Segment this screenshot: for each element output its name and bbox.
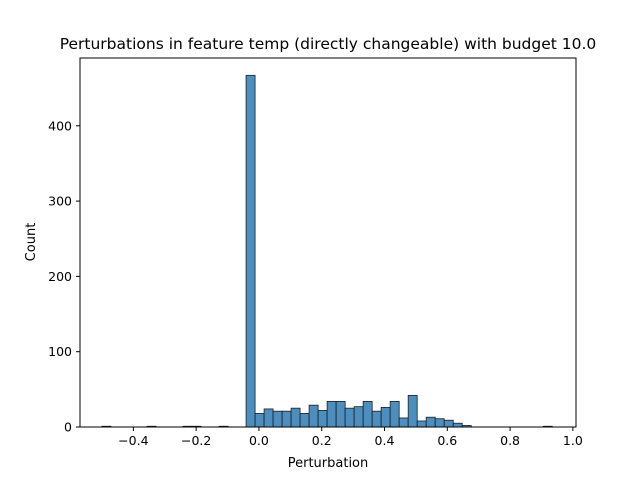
y-tick-label: 300 [48, 194, 72, 209]
histogram-bar-6 [254, 413, 265, 428]
histogram-bar-9 [281, 410, 292, 428]
histogram-bar-12 [308, 404, 319, 428]
histogram-bar-7 [263, 408, 274, 428]
y-tick-label: 400 [48, 118, 72, 133]
histogram-bar-23 [407, 394, 418, 428]
x-axis-label: Perturbation [288, 456, 369, 471]
histogram-bar-22 [398, 417, 409, 428]
histogram-bar-15 [335, 400, 346, 428]
histogram-bar-19 [371, 410, 382, 428]
y-axis-label: Count [24, 223, 39, 262]
y-tick-label: 100 [48, 344, 72, 359]
y-tick-label: 200 [48, 269, 72, 284]
histogram-bar-21 [389, 400, 400, 428]
histogram-bar-18 [362, 400, 373, 428]
histogram-bar-28 [452, 422, 463, 428]
bars-group [101, 74, 553, 428]
histogram-bar-11 [299, 413, 310, 428]
histogram-bar-26 [434, 418, 445, 428]
x-tick-label: 1.0 [563, 433, 583, 448]
histogram-bar-8 [272, 410, 283, 428]
y-axis-ticks: 0 100 200 300 400 [48, 118, 80, 435]
chart-title: Perturbations in feature temp (directly … [60, 35, 597, 53]
x-tick-label: −0.4 [118, 433, 148, 448]
histogram-bar-10 [290, 407, 301, 428]
histogram-bar-25 [425, 416, 436, 428]
histogram-bar-13 [317, 410, 328, 428]
y-tick-label: 0 [64, 420, 72, 435]
x-tick-label: −0.2 [181, 433, 211, 448]
x-tick-label: 0.0 [249, 433, 269, 448]
histogram-bar-20 [380, 407, 391, 428]
histogram-bar-27 [443, 419, 454, 428]
histogram-bar-24 [416, 420, 427, 428]
x-axis-ticks: −0.4 −0.2 0.0 0.2 0.4 0.6 0.8 1.0 [118, 427, 583, 448]
histogram-bar-14 [326, 400, 337, 428]
x-tick-label: 0.4 [375, 433, 395, 448]
x-tick-label: 0.8 [500, 433, 520, 448]
x-tick-label: 0.6 [437, 433, 457, 448]
histogram-bar-17 [353, 406, 364, 428]
histogram-bar-16 [344, 407, 355, 428]
plot-frame [79, 57, 577, 428]
histogram-bar-5 [245, 74, 256, 428]
x-tick-label: 0.2 [312, 433, 332, 448]
